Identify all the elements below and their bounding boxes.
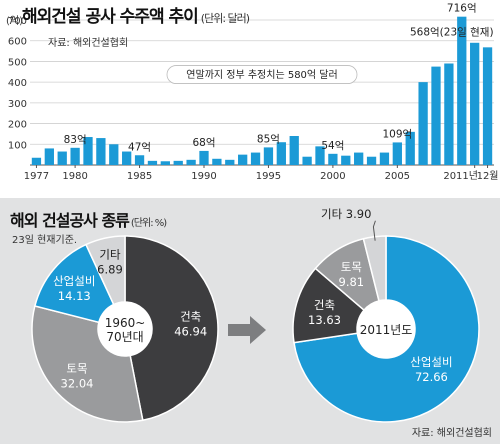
donut-center: [98, 302, 152, 356]
bar-1991: [212, 158, 222, 165]
bar-2011: [470, 42, 480, 165]
slice-value: 6.89: [97, 263, 123, 277]
data-label: 109억: [382, 128, 412, 140]
data-label: 85억: [257, 133, 280, 145]
slice-value: 14.13: [58, 289, 91, 303]
bar-2009: [444, 63, 454, 165]
bar-2006: [405, 131, 415, 165]
bar-2008: [431, 66, 441, 165]
y-tick-label: 600: [8, 37, 27, 48]
bar-1977: [31, 157, 42, 165]
slice-value: 32.04: [61, 376, 94, 390]
x-tick-label: 1977: [24, 171, 49, 182]
bar-1993: [238, 154, 248, 165]
bar-1995: [263, 147, 274, 165]
slice-value: 13.63: [308, 313, 341, 327]
slice-label: 기타: [99, 248, 121, 262]
bar-2004: [379, 152, 390, 165]
section-title: 해외 건설공사 종류 (단위: %): [10, 207, 167, 231]
data-label: 716억: [447, 3, 477, 15]
bar-2001: [341, 155, 351, 165]
bar-2010: [457, 16, 467, 165]
bar-2012: [482, 47, 493, 165]
x-tick-label: 1980: [62, 171, 87, 182]
bar-1983: [109, 144, 119, 165]
bar-1998: [302, 156, 312, 165]
data-label: 47억: [128, 141, 151, 153]
donut-center: [357, 300, 415, 358]
x-tick-label: 2000: [320, 171, 345, 182]
bar-1996: [276, 142, 286, 165]
bar-2002: [354, 152, 364, 165]
bar-2005: [392, 142, 402, 165]
bar-1986: [147, 160, 158, 165]
bar-1980: [70, 147, 80, 165]
bar-1994: [250, 152, 261, 165]
bar-1997: [289, 136, 299, 165]
bar-1988: [173, 160, 183, 165]
bar-1981: [83, 137, 93, 165]
data-label: 54억: [321, 140, 344, 152]
y-tick-label: 400: [8, 78, 27, 89]
bar-1985: [134, 155, 145, 165]
bar-1978: [44, 148, 54, 165]
x-tick-label: 12월: [477, 170, 499, 182]
slice-value: 72.66: [415, 370, 448, 384]
slice-label: 건축: [180, 310, 201, 324]
x-tick-label: 1990: [191, 171, 216, 182]
slice-label: 산업설비: [53, 274, 95, 288]
bar-1992: [225, 159, 235, 165]
bar-1989: [186, 159, 196, 165]
y-tick-label: 100: [8, 140, 27, 151]
x-tick-label: 1985: [127, 171, 152, 182]
chart-title-unit: (단위: 달러): [200, 12, 250, 25]
slice-label: 산업설비: [410, 355, 452, 369]
chart-title-text: 해외건설 공사 수주액 추이: [22, 7, 199, 27]
section-title-unit: (단위: %): [130, 218, 167, 229]
y-tick-label: 200: [8, 120, 27, 131]
center-label: 70년대: [106, 330, 143, 344]
bar-1984: [122, 151, 132, 165]
y-tick-label: 700: [8, 16, 27, 27]
center-label: 2011년도: [360, 323, 413, 337]
section-title-text: 해외 건설공사 종류: [10, 211, 130, 230]
data-label: 68억: [192, 137, 215, 149]
bar-1990: [199, 150, 209, 165]
bottom-source: 자료: 해외건설협회: [411, 428, 492, 439]
x-tick-label: 2011년: [443, 170, 478, 182]
y-axis-unit: (억): [6, 16, 24, 27]
bar-1982: [96, 138, 106, 165]
chart-title: 해외건설 공사 수주액 추이 (단위: 달러): [22, 2, 250, 27]
slice-label-outside: 기타 3.90: [321, 207, 371, 221]
y-tick-label: 500: [8, 57, 27, 68]
date-note: 23일 현재기준.: [12, 235, 78, 246]
bar-1979: [57, 151, 67, 165]
bar-2003: [366, 156, 377, 165]
data-label: 568억(23일 현재): [410, 25, 494, 38]
leader-line: [372, 220, 376, 241]
bar-2000: [328, 153, 338, 165]
bar-2007: [418, 82, 428, 165]
bar-chart: 100 200 300 400 500 600 700 1977 1980 1985 1990 199…: [8, 3, 499, 182]
annotation-box: 연말까지 정부 추정치는 580억 달러: [166, 65, 358, 84]
slice-value: 9.81: [339, 275, 365, 289]
top-source: 자료: 해외건설협회: [48, 38, 129, 49]
slice-label: 토목: [341, 260, 362, 274]
data-label: 83억: [64, 134, 87, 146]
slice-label: 건축: [314, 298, 335, 312]
x-tick-label: 2005: [385, 171, 410, 182]
y-tick-label: 300: [8, 99, 27, 110]
bar-1987: [160, 161, 170, 165]
annotation-text: 연말까지 정부 추정치는 580억 달러: [186, 69, 337, 81]
center-label: 1960~: [105, 316, 146, 330]
x-tick-label: 1995: [256, 171, 281, 182]
slice-value: 46.94: [174, 325, 207, 339]
slice-label: 토목: [66, 361, 87, 375]
arrow-icon: [228, 316, 266, 344]
bar-1999: [315, 146, 325, 165]
